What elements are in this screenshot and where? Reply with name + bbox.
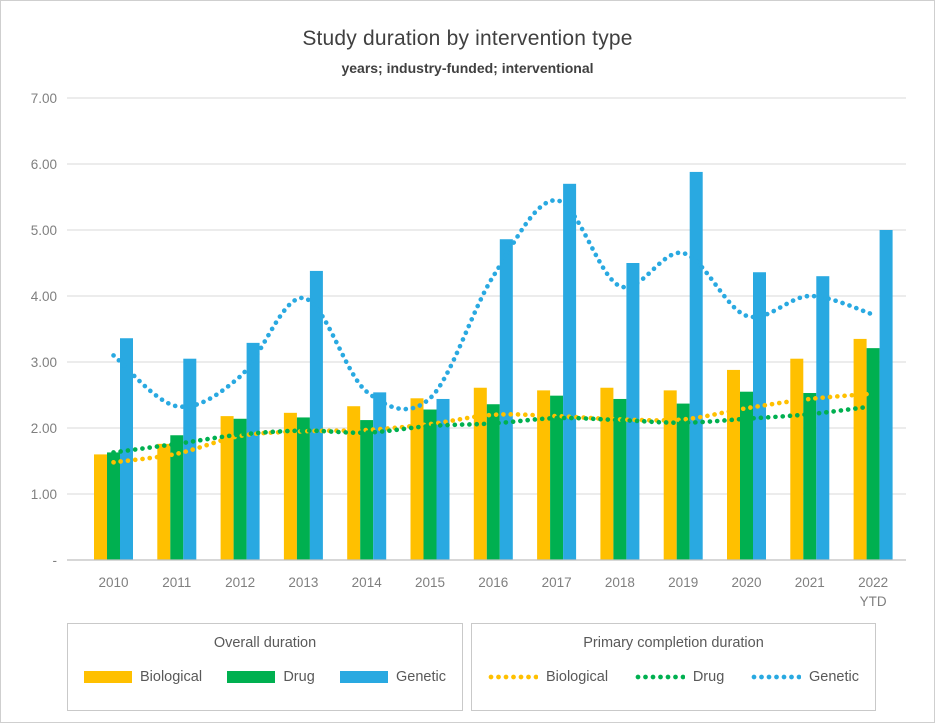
legend-label: Drug [283, 669, 315, 685]
legend-label: Biological [546, 669, 609, 685]
dotted-line-drug [111, 403, 876, 455]
svg-text:2010: 2010 [98, 575, 128, 590]
legend-label: Biological [140, 669, 203, 685]
legend-label: Drug [692, 669, 725, 685]
legend-primary-completion: Primary completion duration Biological D… [471, 623, 876, 711]
dotted-line-biological [111, 391, 876, 465]
drug-dotted-swatch [634, 674, 685, 680]
svg-text:2.00: 2.00 [31, 421, 57, 436]
svg-text:2021: 2021 [795, 575, 825, 590]
svg-text:4.00: 4.00 [31, 289, 57, 304]
svg-text:2017: 2017 [542, 575, 572, 590]
svg-text:2022: 2022 [858, 575, 888, 590]
svg-text:2013: 2013 [288, 575, 318, 590]
legend-label: Genetic [809, 669, 859, 685]
biological-dotted-swatch [488, 674, 538, 680]
svg-text:7.00: 7.00 [31, 91, 57, 106]
legend-item-overall-drug: Drug [227, 669, 315, 685]
legend-item-overall-biological: Biological [84, 669, 202, 685]
legend-item-primary-drug: Drug [634, 669, 725, 685]
legend-item-primary-biological: Biological [488, 669, 608, 685]
bar-series-drug [107, 348, 880, 560]
legend-item-overall-genetic: Genetic [340, 669, 446, 685]
bar-series-genetic [120, 171, 893, 561]
legend-item-primary-genetic: Genetic [751, 669, 859, 685]
x-axis-labels: 2010 2011 2012 2013 2014 2015 2016 2017 2018 2019… [98, 575, 888, 609]
genetic-bar-swatch [340, 671, 389, 683]
svg-text:3.00: 3.00 [31, 355, 57, 370]
gridlines [67, 97, 906, 495]
legend-label: Genetic [396, 669, 446, 685]
legend-primary-items: Biological Drug Genetic [472, 669, 875, 685]
svg-text:2018: 2018 [605, 575, 635, 590]
svg-text:2012: 2012 [225, 575, 255, 590]
svg-text:YTD: YTD [860, 594, 887, 609]
biological-bar-swatch [84, 671, 132, 683]
y-axis-labels: - 1.00 2.00 3.00 4.00 5.00 6.00 7.00 [31, 91, 57, 568]
legend-overall-items: Biological Drug Genetic [68, 669, 462, 685]
legend-overall-title: Overall duration [213, 635, 317, 651]
chart-title: Study duration by intervention type [302, 27, 633, 50]
svg-text:2015: 2015 [415, 575, 445, 590]
legend-primary-title: Primary completion duration [583, 635, 764, 651]
svg-text:1.00: 1.00 [31, 487, 57, 502]
legend-overall-duration: Overall duration Biological Drug Genetic [67, 623, 463, 711]
svg-text:2011: 2011 [162, 575, 191, 590]
svg-text:2020: 2020 [731, 575, 761, 590]
svg-text:-: - [53, 553, 58, 568]
dotted-line-genetic [111, 198, 876, 412]
svg-text:2019: 2019 [668, 575, 698, 590]
bar-series-biological [94, 338, 867, 560]
svg-text:2014: 2014 [352, 575, 383, 590]
svg-text:6.00: 6.00 [31, 157, 57, 172]
dotted-lines-layer [111, 198, 876, 465]
svg-text:5.00: 5.00 [31, 223, 57, 238]
svg-text:2016: 2016 [478, 575, 508, 590]
drug-bar-swatch [227, 671, 276, 683]
bars-layer [94, 171, 893, 561]
chart-subtitle: years; industry-funded; interventional [341, 60, 594, 76]
genetic-dotted-swatch [751, 674, 802, 680]
